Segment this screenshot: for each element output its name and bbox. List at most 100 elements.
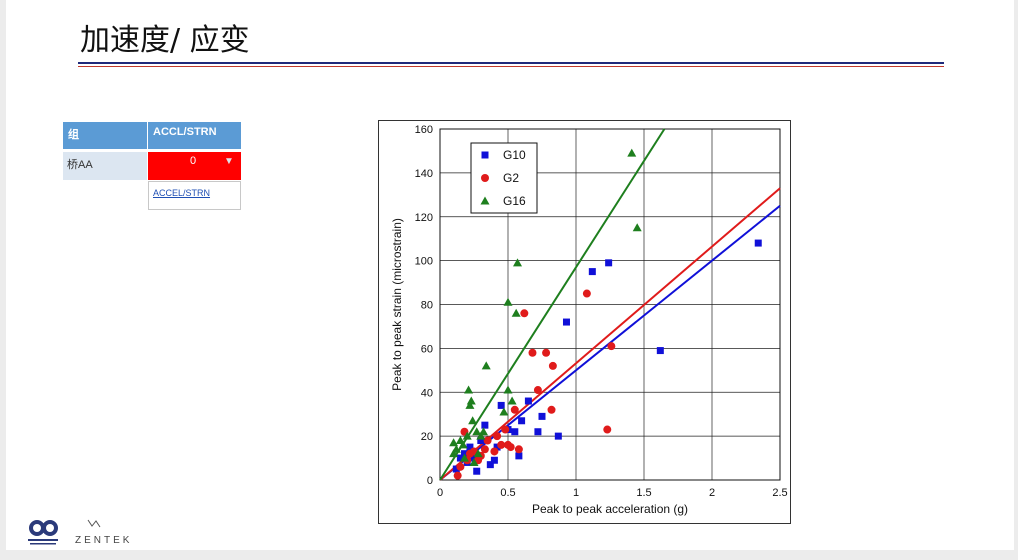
data-point-g16 (632, 223, 642, 232)
header-group: 组 (63, 122, 147, 149)
data-point-g16 (479, 427, 489, 436)
data-point-g16 (476, 431, 486, 440)
data-point-g10 (473, 467, 481, 475)
data-point-g16 (464, 385, 474, 394)
data-point-g16 (449, 438, 459, 447)
y-tick-label: 100 (415, 256, 433, 268)
data-point-g10 (656, 347, 664, 355)
x-tick-label: 1 (573, 487, 579, 499)
fit-line-g2 (439, 187, 781, 481)
data-point-g16 (462, 431, 472, 440)
data-point-g2 (533, 386, 542, 395)
y-tick-label: 160 (415, 124, 433, 136)
ratio-value: 0 (190, 155, 197, 167)
data-point-g16 (503, 297, 513, 306)
y-tick-label: 20 (421, 431, 433, 443)
data-point-g10 (481, 421, 489, 429)
data-point-g2 (548, 361, 557, 370)
data-point-g16 (507, 396, 517, 405)
data-point-g16 (468, 416, 478, 425)
x-tick-label: 0 (437, 487, 443, 499)
data-point-g2 (607, 342, 616, 351)
data-point-g2 (483, 436, 492, 445)
data-point-g2 (497, 440, 506, 449)
zentek-logo-icon: ZENTEK (75, 519, 132, 546)
data-point-g2 (547, 405, 556, 414)
legend-marker-g16 (480, 196, 490, 205)
x-tick-label: 2.5 (772, 487, 787, 499)
legend-label-g16: G16 (503, 194, 526, 208)
data-point-g10 (477, 437, 485, 445)
data-point-g16 (449, 449, 459, 458)
slide: 加速度/ 应变 组 ACCL/STRN 桥AA 0 ▼ ACCEL/STRN 0… (6, 0, 1014, 550)
data-point-g10 (538, 412, 546, 420)
legend-marker-g10 (481, 151, 489, 159)
data-point-g10 (497, 401, 505, 409)
data-point-g16 (458, 440, 468, 449)
y-tick-label: 40 (421, 387, 433, 399)
dropdown-arrow-icon[interactable]: ▼ (224, 156, 234, 167)
y-tick-label: 60 (421, 343, 433, 355)
data-point-g16 (473, 449, 483, 458)
data-point-g10 (524, 397, 532, 405)
data-point-g10 (554, 432, 562, 440)
ratio-select[interactable]: 0 ▼ (148, 152, 241, 180)
header-ratio: ACCL/STRN (148, 122, 241, 149)
data-point-g16 (469, 457, 479, 466)
university-logo-icon (28, 520, 58, 545)
title-rule-red (78, 66, 944, 67)
data-point-g2 (514, 445, 523, 454)
y-axis-label: Peak to peak strain (microstrain) (390, 218, 404, 391)
dropdown-menu: ACCEL/STRN (148, 181, 241, 210)
data-point-g16 (465, 400, 475, 409)
plot-border (439, 128, 781, 481)
data-point-g16 (511, 308, 521, 317)
y-tick-label: 140 (415, 168, 433, 180)
data-point-g2 (506, 443, 515, 452)
x-tick-label: 2 (709, 487, 715, 499)
y-tick-label: 120 (415, 212, 433, 224)
scatter-chart: 0 0.5 1 1.5 2 2.5 0 20 40 60 80 100 120 140 160 Peak to… (390, 124, 788, 516)
data-point-g2 (528, 348, 537, 357)
data-point-g2 (582, 289, 591, 298)
data-point-g10 (456, 454, 464, 462)
legend-marker-g2 (481, 174, 489, 182)
data-point-g10 (511, 428, 519, 436)
y-tick-label: 0 (427, 475, 433, 487)
data-point-g2 (542, 348, 551, 357)
slide-title: 加速度/ 应变 (80, 23, 250, 58)
data-point-g16 (513, 258, 523, 267)
data-point-g10 (452, 465, 460, 473)
data-point-g10 (518, 417, 526, 425)
x-axis-label: Peak to peak acceleration (g) (532, 502, 688, 516)
data-point-g10 (562, 318, 570, 326)
data-point-g10 (490, 456, 498, 464)
data-point-g2 (490, 447, 499, 456)
data-point-g2 (603, 425, 612, 434)
data-point-g16 (627, 148, 637, 157)
legend-label-g10: G10 (503, 148, 526, 162)
data-point-g2 (480, 445, 489, 454)
data-point-g16 (451, 444, 461, 453)
dropdown-option-accel-strn[interactable]: ACCEL/STRN (153, 188, 211, 198)
data-point-g16 (499, 407, 509, 416)
zentek-logo-text: ZENTEK (75, 535, 132, 546)
y-tick-label: 80 (421, 300, 433, 312)
fit-line-g16 (439, 128, 666, 481)
data-point-g2 (453, 471, 462, 480)
data-point-g10 (534, 428, 542, 436)
data-point-g10 (466, 443, 474, 451)
data-point-g2 (520, 309, 529, 318)
data-point-g16 (466, 396, 476, 405)
data-point-g16 (481, 361, 491, 370)
legend-label-g2: G2 (503, 171, 519, 185)
x-tick-label: 1.5 (636, 487, 651, 499)
data-point-g10 (515, 452, 523, 460)
data-point-g2 (510, 405, 519, 414)
data-point-g10 (605, 259, 613, 267)
row-name: 桥AA (63, 152, 147, 180)
data-point-g16 (459, 453, 469, 462)
data-point-g2 (493, 432, 502, 441)
data-point-g10 (486, 461, 494, 469)
title-rule-blue (78, 62, 944, 64)
